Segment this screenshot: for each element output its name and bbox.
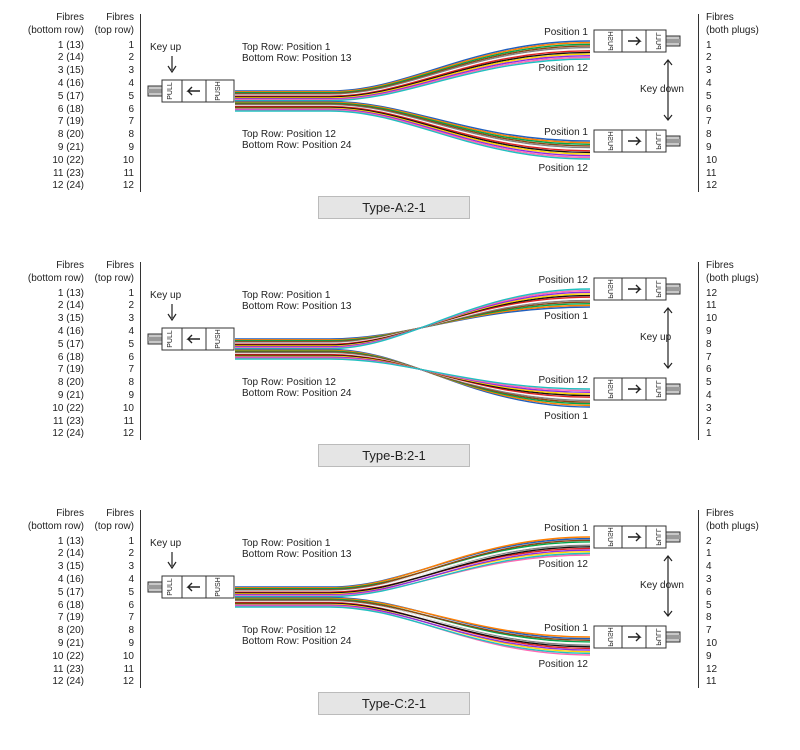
svg-text:PULL: PULL xyxy=(654,528,661,546)
svg-text:PUSH: PUSH xyxy=(606,379,613,398)
svg-text:PUSH: PUSH xyxy=(606,131,613,150)
wiring-svg: PULL PUSH PULL PUSH PULL PUSH xyxy=(0,6,800,226)
svg-text:PUSH: PUSH xyxy=(606,627,613,646)
svg-text:PULL: PULL xyxy=(654,280,661,298)
diagram-section: Fibres(bottom row)1 (13)2 (14)3 (15)4 (1… xyxy=(0,254,800,474)
diagram-section: Fibres(bottom row)1 (13)2 (14)3 (15)4 (1… xyxy=(0,502,800,722)
svg-text:PULL: PULL xyxy=(167,82,174,100)
svg-text:PULL: PULL xyxy=(167,330,174,348)
svg-text:PULL: PULL xyxy=(654,32,661,50)
svg-text:PUSH: PUSH xyxy=(215,577,222,596)
svg-text:PULL: PULL xyxy=(654,628,661,646)
svg-text:PUSH: PUSH xyxy=(215,329,222,348)
type-label: Type-B:2-1 xyxy=(318,444,470,467)
type-label: Type-A:2-1 xyxy=(318,196,470,219)
type-label: Type-C:2-1 xyxy=(318,692,470,715)
svg-text:PULL: PULL xyxy=(167,578,174,596)
svg-text:PUSH: PUSH xyxy=(606,527,613,546)
svg-text:PULL: PULL xyxy=(654,132,661,150)
wiring-svg: PULL PUSH PULL PUSH PULL PUSH xyxy=(0,502,800,722)
wiring-svg: PULL PUSH PULL PUSH PULL PUSH xyxy=(0,254,800,474)
svg-text:PUSH: PUSH xyxy=(606,279,613,298)
svg-text:PUSH: PUSH xyxy=(606,31,613,50)
svg-text:PULL: PULL xyxy=(654,380,661,398)
diagram-section: Fibres(bottom row)1 (13)2 (14)3 (15)4 (1… xyxy=(0,6,800,226)
svg-text:PUSH: PUSH xyxy=(215,81,222,100)
